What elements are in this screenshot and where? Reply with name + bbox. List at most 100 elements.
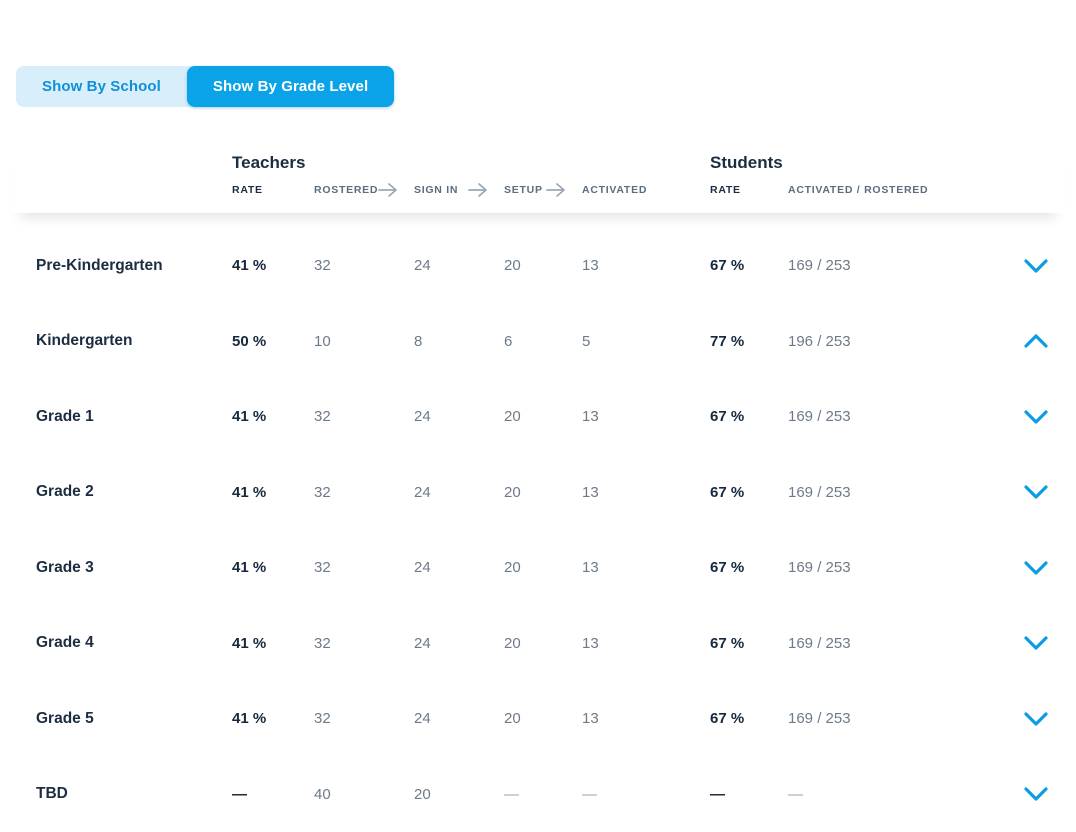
setup-value: 20 (504, 559, 521, 577)
student-activated-rostered-value: 169 / 253 (788, 559, 851, 577)
expand-row-button[interactable] (1016, 397, 1056, 437)
column-header-teacher-rate: RATE (232, 184, 263, 196)
teacher-rate-value: 41 % (232, 710, 267, 728)
right-arrow-icon (546, 183, 566, 197)
student-activated-rostered-value: 169 / 253 (788, 634, 851, 652)
student-rate-value: 67 % (710, 483, 745, 501)
setup-value: 20 (504, 710, 521, 728)
column-header-rostered: ROSTERED (314, 184, 379, 196)
student-rate-value: 77 % (710, 332, 745, 350)
view-toggle: Show By School Show By Grade Level (16, 66, 395, 107)
table-header: Teachers Students RATE ROSTERED SIGN IN … (11, 135, 1065, 213)
rostered-value: 32 (314, 257, 331, 275)
show-by-school-button[interactable]: Show By School (16, 66, 187, 107)
rostered-value: 40 (314, 785, 331, 803)
activated-value: 13 (582, 257, 599, 275)
teacher-rate-value: 41 % (232, 634, 267, 652)
teacher-rate-value: 41 % (232, 483, 267, 501)
students-group-title: Students (710, 153, 783, 172)
rostered-value: 32 (314, 483, 331, 501)
student-rate-value: 67 % (710, 559, 745, 577)
activated-value: — (582, 785, 597, 803)
chevron-down-icon (1024, 787, 1048, 801)
expand-row-button[interactable] (1016, 699, 1056, 739)
setup-value: 20 (504, 257, 521, 275)
sign-in-value: 24 (414, 559, 431, 577)
rostered-value: 32 (314, 710, 331, 728)
table-row: Grade 2 41 % 32 24 20 13 67 % 169 / 253 (0, 455, 1076, 531)
column-header-setup: SETUP (504, 184, 543, 196)
activated-value: 13 (582, 408, 599, 426)
column-header-student-rate: RATE (710, 184, 741, 196)
teachers-group-title: Teachers (232, 153, 306, 172)
right-arrow-icon (468, 183, 488, 197)
rostered-value: 32 (314, 408, 331, 426)
sign-in-value: 24 (414, 408, 431, 426)
chevron-down-icon (1024, 410, 1048, 424)
setup-value: 20 (504, 483, 521, 501)
expand-row-button[interactable] (1016, 623, 1056, 663)
sign-in-value: 24 (414, 483, 431, 501)
show-by-grade-level-button[interactable]: Show By Grade Level (186, 66, 395, 107)
setup-value: 20 (504, 408, 521, 426)
teacher-rate-value: 41 % (232, 257, 267, 275)
activated-value: 5 (582, 332, 591, 350)
rostered-value: 32 (314, 559, 331, 577)
table-row: Grade 5 41 % 32 24 20 13 67 % 169 / 253 (0, 681, 1076, 757)
student-activated-rostered-value: 169 / 253 (788, 408, 851, 426)
setup-value: 6 (504, 332, 513, 350)
student-rate-value: 67 % (710, 257, 745, 275)
sign-in-value: 20 (414, 785, 431, 803)
expand-row-button[interactable] (1016, 774, 1056, 814)
sign-in-value: 24 (414, 257, 431, 275)
chevron-down-icon (1024, 485, 1048, 499)
expand-row-button[interactable] (1016, 246, 1056, 286)
grade-label: Grade 2 (36, 483, 94, 501)
column-header-sign-in: SIGN IN (414, 184, 459, 196)
setup-value: — (504, 785, 519, 803)
sign-in-value: 24 (414, 634, 431, 652)
grade-label: Grade 1 (36, 407, 94, 425)
table-row: TBD — 40 20 — — — — (0, 757, 1076, 832)
column-header-activated: ACTIVATED (582, 184, 648, 196)
grade-label: Grade 4 (36, 634, 94, 652)
teacher-rate-value: — (232, 785, 247, 803)
expand-row-button[interactable] (1016, 472, 1056, 512)
grade-label: Pre-Kindergarten (36, 256, 163, 274)
expand-row-button[interactable] (1016, 321, 1056, 361)
activated-value: 13 (582, 634, 599, 652)
teacher-rate-value: 41 % (232, 408, 267, 426)
rostered-value: 32 (314, 634, 331, 652)
chevron-down-icon (1024, 636, 1048, 650)
student-rate-value: 67 % (710, 634, 745, 652)
chevron-down-icon (1024, 561, 1048, 575)
table-row: Kindergarten 50 % 10 8 6 5 77 % 196 / 25… (0, 304, 1076, 380)
chevron-up-icon (1024, 334, 1048, 348)
table-row: Grade 3 41 % 32 24 20 13 67 % 169 / 253 (0, 530, 1076, 606)
student-activated-rostered-value: 169 / 253 (788, 483, 851, 501)
student-rate-value: — (710, 785, 725, 803)
teacher-rate-value: 50 % (232, 332, 267, 350)
rostered-value: 10 (314, 332, 331, 350)
chevron-down-icon (1024, 712, 1048, 726)
grade-label: Grade 5 (36, 709, 94, 727)
grade-label: Kindergarten (36, 332, 133, 350)
table-row: Grade 4 41 % 32 24 20 13 67 % 169 / 253 (0, 606, 1076, 682)
student-activated-rostered-value: 169 / 253 (788, 710, 851, 728)
grade-label: Grade 3 (36, 558, 94, 576)
table-row: Pre-Kindergarten 41 % 32 24 20 13 67 % 1… (0, 228, 1076, 304)
activated-value: 13 (582, 483, 599, 501)
column-header-activated-rostered: ACTIVATED / ROSTERED (788, 184, 929, 196)
table-row: Grade 1 41 % 32 24 20 13 67 % 169 / 253 (0, 379, 1076, 455)
grade-level-table: Pre-Kindergarten 41 % 32 24 20 13 67 % 1… (0, 228, 1076, 832)
activated-value: 13 (582, 710, 599, 728)
student-rate-value: 67 % (710, 710, 745, 728)
setup-value: 20 (504, 634, 521, 652)
sign-in-value: 24 (414, 710, 431, 728)
activated-value: 13 (582, 559, 599, 577)
expand-row-button[interactable] (1016, 548, 1056, 588)
sign-in-value: 8 (414, 332, 423, 350)
right-arrow-icon (378, 183, 398, 197)
grade-label: TBD (36, 785, 68, 803)
teacher-rate-value: 41 % (232, 559, 267, 577)
